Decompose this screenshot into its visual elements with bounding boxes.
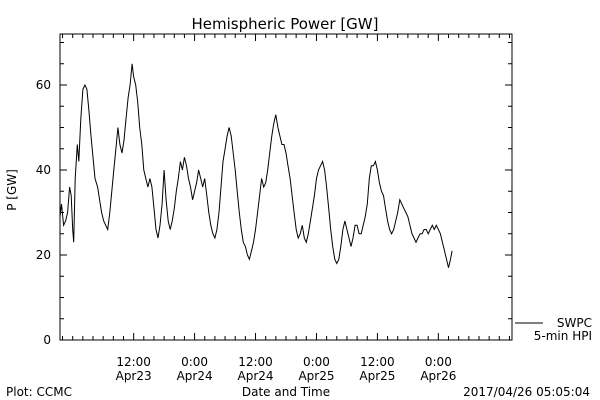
y-tick-label: 20 xyxy=(36,248,51,262)
legend-label-swpc: SWPC xyxy=(557,316,592,330)
y-tick-label: 40 xyxy=(36,163,51,177)
x-tick-label-time: 0:00 xyxy=(181,355,208,369)
x-tick-label-date: Apr24 xyxy=(238,369,274,383)
x-tick-label-time: 12:00 xyxy=(116,355,151,369)
x-axis-label: Date and Time xyxy=(242,385,330,399)
chart-title: Hemispheric Power [GW] xyxy=(192,15,379,33)
x-tick-label-time: 0:00 xyxy=(425,355,452,369)
x-tick-label-date: Apr23 xyxy=(116,369,152,383)
legend: SWPC 5-min HPI xyxy=(515,316,592,343)
x-tick-label-date: Apr25 xyxy=(298,369,334,383)
plot-timestamp: 2017/04/26 05:05:04 xyxy=(463,385,590,399)
plot-frame xyxy=(59,33,513,341)
x-tick-label-date: Apr24 xyxy=(177,369,213,383)
series-line-swpc xyxy=(59,63,453,268)
x-tick-label-time: 12:00 xyxy=(238,355,273,369)
y-axis: 0 20 40 60 xyxy=(36,42,512,347)
y-tick-label: 0 xyxy=(43,333,51,347)
x-tick-label-time: 12:00 xyxy=(360,355,395,369)
legend-label-5min-hpi: 5-min HPI xyxy=(534,329,592,343)
x-tick-label-date: Apr26 xyxy=(420,369,456,383)
x-tick-label-date: Apr25 xyxy=(359,369,395,383)
y-axis-label: P [GW] xyxy=(5,169,19,211)
x-tick-label-time: 0:00 xyxy=(303,355,330,369)
y-tick-label: 60 xyxy=(36,78,51,92)
x-axis: 12:00Apr230:00Apr2412:00Apr240:00Apr2512… xyxy=(62,34,510,383)
plot-credit: Plot: CCMC xyxy=(6,385,72,399)
